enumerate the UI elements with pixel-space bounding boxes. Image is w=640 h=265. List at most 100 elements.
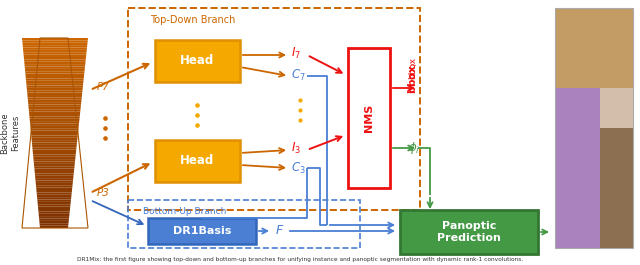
- Polygon shape: [26, 78, 84, 81]
- Polygon shape: [33, 150, 76, 152]
- Polygon shape: [26, 86, 83, 88]
- Polygon shape: [23, 50, 87, 52]
- Text: NMS: NMS: [364, 104, 374, 132]
- Bar: [128, 8, 420, 210]
- Polygon shape: [32, 143, 77, 145]
- Polygon shape: [35, 171, 74, 173]
- Polygon shape: [25, 71, 84, 74]
- Text: DR1Basis: DR1Basis: [173, 226, 231, 236]
- Polygon shape: [35, 176, 74, 178]
- Polygon shape: [31, 140, 77, 143]
- Polygon shape: [28, 97, 82, 100]
- Text: $\phi_i$: $\phi_i$: [408, 140, 420, 156]
- Bar: [555, 8, 633, 248]
- Polygon shape: [34, 161, 75, 164]
- Text: $\mathbf{bbox}_i$: $\mathbf{bbox}_i$: [406, 62, 420, 94]
- Polygon shape: [35, 169, 74, 171]
- Polygon shape: [31, 128, 79, 131]
- Polygon shape: [24, 55, 86, 57]
- Bar: [128, 200, 360, 248]
- Polygon shape: [34, 166, 74, 169]
- Polygon shape: [38, 211, 70, 214]
- Polygon shape: [35, 178, 73, 180]
- Polygon shape: [38, 207, 70, 209]
- Text: $C_3$: $C_3$: [291, 160, 306, 175]
- Polygon shape: [37, 200, 71, 202]
- Polygon shape: [38, 214, 70, 216]
- Polygon shape: [36, 188, 72, 190]
- Polygon shape: [31, 135, 77, 138]
- Polygon shape: [35, 173, 74, 176]
- Polygon shape: [38, 204, 70, 207]
- Polygon shape: [39, 216, 69, 219]
- Text: Panoptic
Prediction: Panoptic Prediction: [437, 221, 501, 243]
- Polygon shape: [30, 126, 79, 128]
- Text: Head: Head: [180, 154, 214, 167]
- Polygon shape: [36, 192, 72, 195]
- Polygon shape: [33, 154, 76, 157]
- Polygon shape: [29, 109, 81, 112]
- Polygon shape: [38, 202, 71, 204]
- Polygon shape: [27, 90, 83, 93]
- Text: Top-Down Branch: Top-Down Branch: [150, 15, 236, 25]
- Bar: [155, 140, 240, 182]
- Polygon shape: [22, 43, 88, 45]
- Text: $C_7$: $C_7$: [291, 68, 306, 83]
- Polygon shape: [36, 185, 72, 188]
- Text: Backbone
Features: Backbone Features: [0, 112, 20, 154]
- Polygon shape: [24, 64, 85, 67]
- Polygon shape: [31, 138, 77, 140]
- Polygon shape: [30, 121, 79, 123]
- Polygon shape: [39, 221, 68, 223]
- Polygon shape: [33, 147, 77, 150]
- Bar: [155, 40, 240, 82]
- Polygon shape: [28, 102, 81, 104]
- Polygon shape: [24, 57, 86, 59]
- Text: Head: Head: [180, 55, 214, 68]
- Polygon shape: [25, 67, 85, 69]
- Text: $I_7$: $I_7$: [291, 46, 301, 60]
- Polygon shape: [25, 69, 84, 71]
- Bar: [148, 218, 256, 244]
- Polygon shape: [31, 131, 78, 133]
- Polygon shape: [28, 100, 81, 102]
- Polygon shape: [33, 157, 76, 159]
- Polygon shape: [28, 104, 81, 107]
- Polygon shape: [22, 45, 87, 47]
- Polygon shape: [36, 183, 73, 185]
- Polygon shape: [22, 38, 88, 40]
- Polygon shape: [29, 107, 81, 109]
- Polygon shape: [37, 197, 71, 200]
- Text: $_i$: $_i$: [408, 88, 417, 92]
- Polygon shape: [22, 40, 88, 43]
- Bar: [348, 48, 390, 188]
- Polygon shape: [40, 223, 68, 226]
- Polygon shape: [23, 52, 86, 55]
- Text: DR1Mix: the first figure showing top-down and bottom-up branches for unifying in: DR1Mix: the first figure showing top-dow…: [77, 258, 523, 263]
- Polygon shape: [24, 59, 86, 62]
- Polygon shape: [24, 62, 86, 64]
- Text: P7: P7: [97, 82, 110, 92]
- Text: P3: P3: [97, 188, 110, 198]
- Polygon shape: [29, 112, 80, 114]
- Polygon shape: [27, 93, 83, 95]
- Polygon shape: [26, 76, 84, 78]
- Polygon shape: [28, 95, 82, 97]
- Polygon shape: [29, 116, 80, 119]
- Text: $I_3$: $I_3$: [291, 140, 301, 156]
- Polygon shape: [32, 145, 77, 147]
- Text: bbox: bbox: [408, 57, 417, 79]
- Polygon shape: [31, 133, 78, 135]
- Polygon shape: [38, 209, 70, 211]
- Polygon shape: [33, 152, 76, 154]
- Bar: [400, 210, 538, 254]
- Polygon shape: [30, 123, 79, 126]
- Polygon shape: [29, 119, 79, 121]
- Polygon shape: [39, 219, 69, 221]
- Polygon shape: [33, 159, 76, 161]
- Polygon shape: [37, 195, 72, 197]
- Text: Bottom-Up Branch: Bottom-Up Branch: [143, 207, 227, 217]
- Polygon shape: [34, 164, 75, 166]
- Polygon shape: [26, 81, 83, 83]
- Polygon shape: [29, 114, 80, 116]
